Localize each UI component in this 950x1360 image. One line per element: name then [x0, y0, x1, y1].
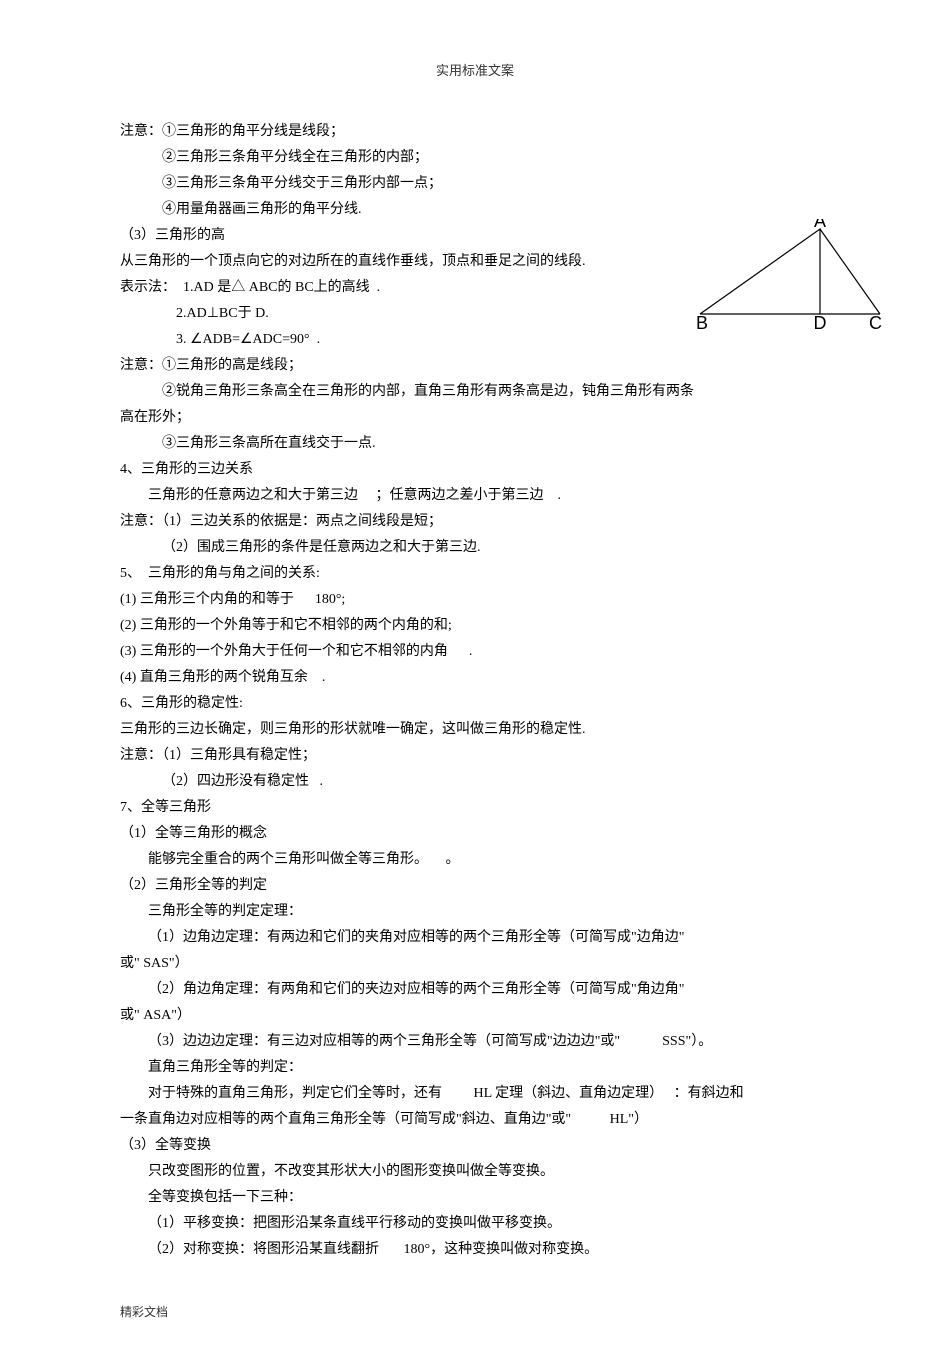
- text-line: ②三角形三条角平分线全在三角形的内部；: [120, 145, 830, 171]
- page-header: 实用标准文案: [120, 60, 830, 79]
- text-line: （1）全等三角形的概念: [120, 821, 830, 847]
- text-line: （2）围成三角形的条件是任意两边之和大于第三边.: [120, 535, 830, 561]
- text-line: (3) 三角形的一个外角大于任何一个和它不相邻的内角 .: [120, 639, 830, 665]
- text-line: 或" SAS"）: [120, 951, 830, 977]
- text-line: ②锐角三角形三条高全在三角形的内部，直角三角形有两条高是边，钝角三角形有两条: [120, 379, 830, 405]
- document-page: 实用标准文案 A B D C 注意：①三角形的角平分线是线段；②三角形三条角平分…: [0, 0, 950, 1360]
- text-line: 直角三角形全等的判定：: [120, 1055, 830, 1081]
- text-line: （1）边角边定理：有两边和它们的夹角对应相等的两个三角形全等（可简写成"边角边": [120, 925, 830, 951]
- vertex-d-label: D: [814, 313, 827, 329]
- vertex-b-label: B: [696, 313, 708, 329]
- text-line: 注意：①三角形的高是线段；: [120, 353, 830, 379]
- text-line: （2）对称变换：将图形沿某直线翻折 180°，这种变换叫做对称变换。: [120, 1237, 830, 1263]
- text-line: 一条直角边对应相等的两个直角三角形全等（可简写成"斜边、直角边"或" HL"）: [120, 1107, 830, 1133]
- text-line: 高在形外；: [120, 405, 830, 431]
- document-content: A B D C 注意：①三角形的角平分线是线段；②三角形三条角平分线全在三角形的…: [120, 119, 830, 1263]
- text-line: 5、 三角形的角与角之间的关系:: [120, 561, 830, 587]
- text-line: 或" ASA"）: [120, 1003, 830, 1029]
- text-line: 三角形的任意两边之和大于第三边 ；任意两边之差小于第三边 .: [120, 483, 830, 509]
- text-line: （2）四边形没有稳定性 .: [120, 769, 830, 795]
- text-line: 只改变图形的位置，不改变其形状大小的图形变换叫做全等变换。: [120, 1159, 830, 1185]
- text-line: 全等变换包括一下三种：: [120, 1185, 830, 1211]
- text-line: 注意：（1）三角形具有稳定性；: [120, 743, 830, 769]
- text-line: 能够完全重合的两个三角形叫做全等三角形。 。: [120, 847, 830, 873]
- text-line: 注意：①三角形的角平分线是线段；: [120, 119, 830, 145]
- text-line: 7、全等三角形: [120, 795, 830, 821]
- vertex-c-label: C: [869, 313, 882, 329]
- text-line: 对于特殊的直角三角形，判定它们全等时，还有 HL 定理（斜边、直角边定理） ：有…: [120, 1081, 830, 1107]
- text-line: ③三角形三条高所在直线交于一点.: [120, 431, 830, 457]
- text-line: 三角形的三边长确定，则三角形的形状就唯一确定，这叫做三角形的稳定性.: [120, 717, 830, 743]
- text-line: (1) 三角形三个内角的和等于 180°;: [120, 587, 830, 613]
- text-line: 6、三角形的稳定性:: [120, 691, 830, 717]
- text-line: (4) 直角三角形的两个锐角互余 .: [120, 665, 830, 691]
- text-line: (2) 三角形的一个外角等于和它不相邻的两个内角的和;: [120, 613, 830, 639]
- text-line: （2）角边角定理：有两角和它们的夹边对应相等的两个三角形全等（可简写成"角边角": [120, 977, 830, 1003]
- text-line: （1）平移变换：把图形沿某条直线平行移动的变换叫做平移变换。: [120, 1211, 830, 1237]
- text-line: （2）三角形全等的判定: [120, 873, 830, 899]
- text-line: （3）边边边定理：有三边对应相等的两个三角形全等（可简写成"边边边"或" SSS…: [120, 1029, 830, 1055]
- text-line: 注意：（1）三边关系的依据是：两点之间线段是短；: [120, 509, 830, 535]
- text-line: 4、三角形的三边关系: [120, 457, 830, 483]
- text-line: 3. ∠ADB=∠ADC=90° .: [120, 327, 830, 353]
- page-footer: 精彩文档: [120, 1303, 830, 1320]
- text-line: 三角形全等的判定定理：: [120, 899, 830, 925]
- text-line: ③三角形三条角平分线交于三角形内部一点；: [120, 171, 830, 197]
- text-line: （3）全等变换: [120, 1133, 830, 1159]
- vertex-a-label: A: [814, 219, 826, 231]
- triangle-figure: A B D C: [690, 219, 890, 329]
